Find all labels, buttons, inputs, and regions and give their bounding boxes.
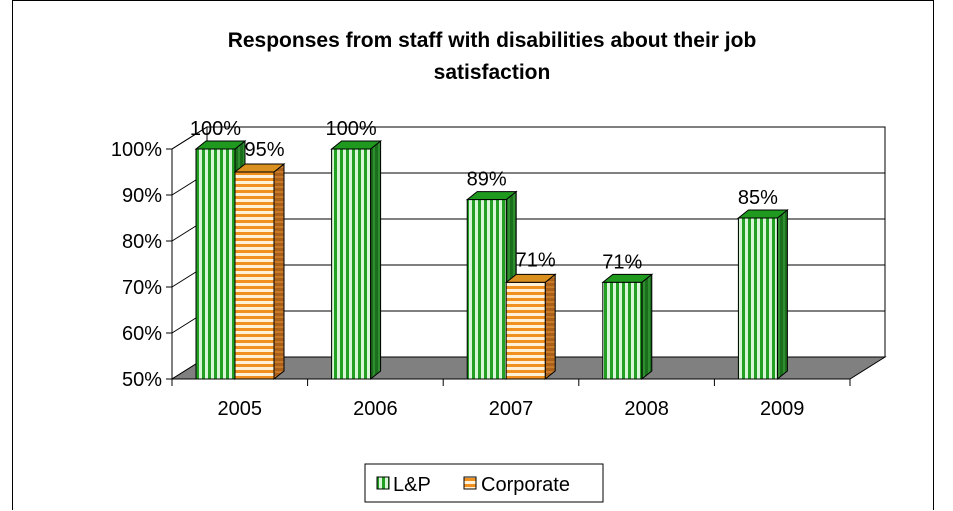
data-label-lp-2007: 89% [467,169,507,191]
chart-frame: Responses from staff with disabilities a… [12,0,934,510]
y-tick-label: 80% [122,231,162,253]
x-tick-label: 2008 [624,398,669,420]
legend-box [364,463,604,503]
bar-corporate-2005 [234,171,275,380]
bar-lp-2009 [737,217,778,380]
bar-corporate-2007-side [544,273,556,381]
bar-lp-2006 [331,148,372,380]
bar-lp-2006-side [370,139,382,381]
data-label-corporate-2005: 95% [244,139,284,161]
x-tick-label: 2005 [218,398,263,420]
data-label-lp-2008: 71% [602,251,642,273]
bar-corporate-2007 [505,281,546,380]
data-label-lp-2006: 100% [326,118,377,140]
data-label-corporate-2007: 71% [516,249,556,271]
bar-corporate-2005-side [273,162,285,381]
gridline-side [171,126,208,150]
bar-lp-2008 [602,281,643,380]
bar-chart: Responses from staff with disabilities a… [111,29,887,503]
chart-title-line-2: satisfaction [434,61,551,84]
bar-lp-2009-side [776,208,788,381]
y-tick-label: 70% [122,277,162,299]
bars [194,139,789,381]
x-tick-label: 2009 [760,398,805,420]
bar-lp-2005 [195,148,236,380]
data-labels: 100%95%100%89%71% 71%85% [190,118,778,273]
chart-title-line-1: Responses from staff with disabilities a… [228,29,757,52]
y-tick-label: 60% [122,323,162,345]
legend-label-lp: L&P [393,474,431,496]
x-axis: 2005 2006 2007 2008 2009 [171,378,851,420]
legend-swatch-corporate [463,476,477,490]
legend: L&P Corporate [364,463,604,503]
y-tick-label: 90% [122,185,162,207]
legend-swatch-lp [376,476,390,490]
y-tick-label: 100% [111,139,162,161]
y-axis: 50% 60% 70% 80% 90% 100% [111,139,173,391]
data-label-lp-2005: 100% [190,118,241,140]
y-tick-label: 50% [122,369,162,391]
data-label-lp-2009: 85% [738,187,778,209]
bar-lp-2008-side [641,273,653,381]
x-tick-label: 2007 [489,398,534,420]
x-tick-label: 2006 [353,398,398,420]
legend-label-corporate: Corporate [481,474,570,496]
bar-lp-2007 [466,199,507,380]
